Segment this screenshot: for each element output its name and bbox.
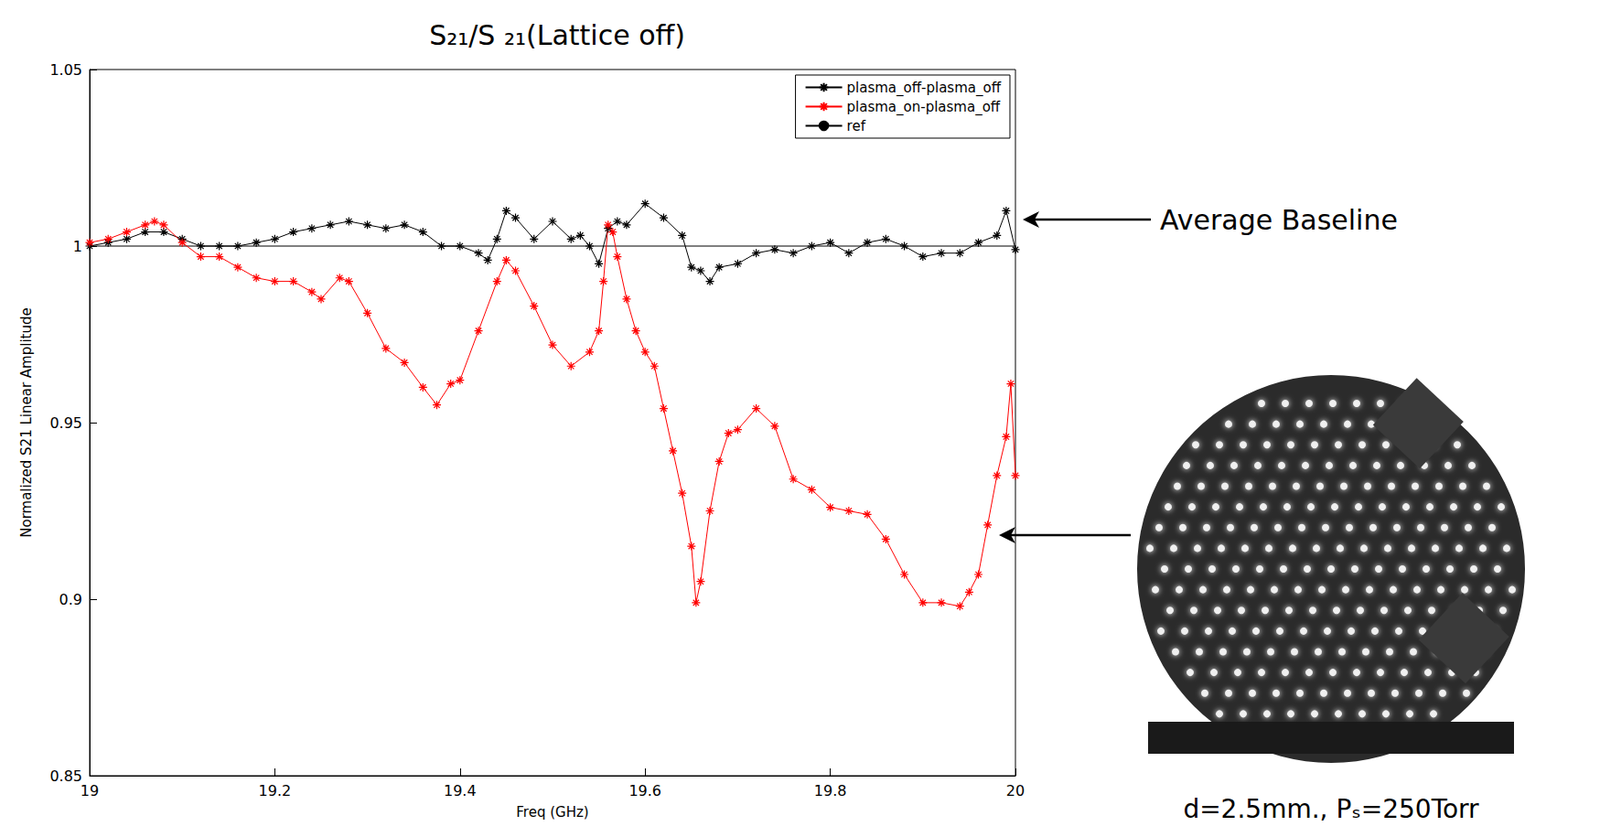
svg-text:S₂₁/S ₂₁(Lattice off): S₂₁/S ₂₁(Lattice off) — [429, 19, 686, 52]
svg-text:19.6: 19.6 — [628, 782, 662, 800]
svg-text:0.85: 0.85 — [49, 767, 83, 785]
svg-text:plasma_on-plasma_off: plasma_on-plasma_off — [847, 98, 1001, 117]
svg-text:20: 20 — [1006, 782, 1025, 800]
svg-text:1: 1 — [73, 237, 83, 256]
svg-text:19.4: 19.4 — [443, 782, 477, 800]
svg-text:Freq (GHz): Freq (GHz) — [515, 804, 589, 821]
svg-text:0.95: 0.95 — [49, 414, 83, 432]
svg-text:1.05: 1.05 — [49, 61, 83, 79]
svg-text:19.8: 19.8 — [814, 782, 848, 800]
svg-text:0.9: 0.9 — [59, 590, 83, 609]
svg-text:ref: ref — [847, 118, 867, 135]
svg-text:plasma_off-plasma_off: plasma_off-plasma_off — [847, 79, 1002, 97]
svg-text:19.2: 19.2 — [258, 782, 292, 800]
svg-text:d=2.5mm., Pₛ=250Torr: d=2.5mm., Pₛ=250Torr — [1182, 794, 1480, 825]
svg-text:Normalized S21 Linear Amplitud: Normalized S21 Linear Amplitude — [18, 307, 35, 537]
svg-text:19: 19 — [80, 782, 99, 800]
svg-text:Average Baseline: Average Baseline — [1159, 204, 1398, 237]
